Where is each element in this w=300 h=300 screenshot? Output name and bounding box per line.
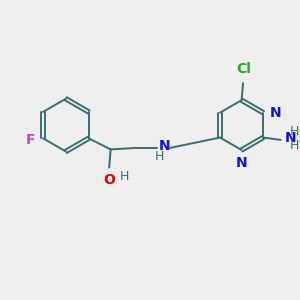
Text: H: H	[120, 170, 129, 183]
Text: O: O	[103, 173, 115, 187]
Text: H: H	[154, 150, 164, 163]
Text: H: H	[290, 139, 299, 152]
Text: N: N	[270, 106, 281, 120]
Text: N: N	[236, 156, 248, 170]
Text: Cl: Cl	[236, 62, 251, 76]
Text: H: H	[290, 124, 299, 138]
Text: N: N	[285, 131, 297, 146]
Text: N: N	[159, 139, 171, 153]
Text: F: F	[25, 133, 35, 147]
